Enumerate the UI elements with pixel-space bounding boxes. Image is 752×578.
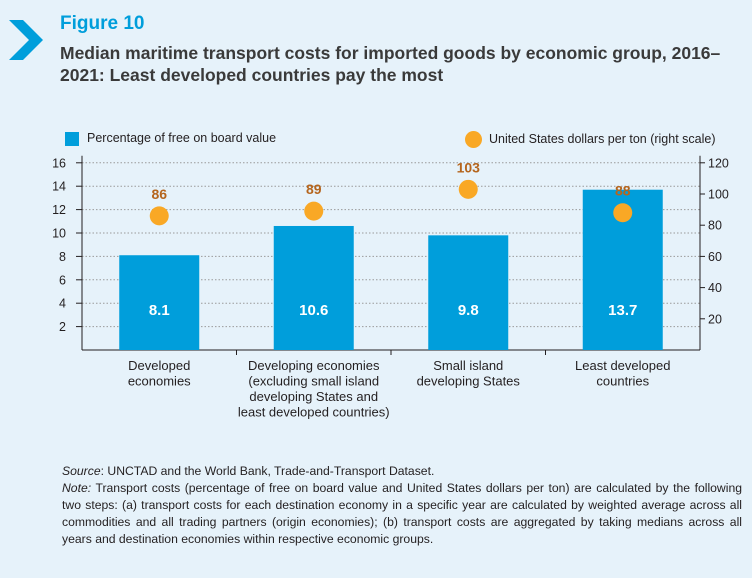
y-left-tick-label: 8: [59, 250, 66, 264]
note-label: Note:: [62, 481, 92, 495]
legend-dot-label: United States dollars per ton (right sca…: [489, 132, 716, 146]
bar-value-label: 9.8: [458, 302, 479, 319]
category-label: developing States: [417, 374, 521, 389]
footer-notes: Source: UNCTAD and the World Bank, Trade…: [62, 463, 742, 548]
source-line: Source: UNCTAD and the World Bank, Trade…: [62, 463, 742, 480]
y-left-tick-label: 14: [52, 180, 66, 194]
y-right-tick-label: 40: [708, 281, 722, 295]
y-left-tick-label: 4: [59, 297, 66, 311]
y-right-tick-label: 80: [708, 219, 722, 233]
dot-value-label: 86: [151, 186, 167, 202]
category-label: Small island: [433, 358, 503, 373]
y-left-tick-label: 16: [52, 156, 66, 170]
category-label: (excluding small island: [248, 374, 379, 389]
category-label: developing States and: [249, 389, 378, 404]
dot-marker: [458, 179, 478, 199]
category-label: Developed: [128, 358, 190, 373]
note-line: Note: Transport costs (percentage of fre…: [62, 480, 742, 548]
y-right-tick-label: 100: [708, 188, 729, 202]
category-label: economies: [128, 374, 191, 389]
dot-value-label: 103: [457, 159, 481, 175]
note-text: Transport costs (percentage of free on b…: [62, 481, 742, 546]
dot-marker: [613, 203, 633, 223]
figure-title: Median maritime transport costs for impo…: [60, 43, 721, 85]
legend-bar-label: Percentage of free on board value: [87, 131, 277, 145]
dot-marker: [149, 206, 169, 226]
y-right-tick-label: 60: [708, 250, 722, 264]
source-label: Source: [62, 464, 101, 478]
bar: [273, 225, 354, 350]
figure-label: Figure 10: [60, 13, 145, 34]
y-left-tick-label: 10: [52, 227, 66, 241]
category-label: Developing economies: [248, 358, 380, 373]
y-right-tick-label: 120: [708, 156, 729, 170]
legend-bar-swatch: [65, 132, 79, 146]
bar-value-label: 13.7: [608, 302, 637, 319]
bar-value-label: 8.1: [149, 302, 170, 319]
dot-value-label: 89: [306, 181, 322, 197]
chevron-right-icon: [9, 20, 43, 60]
category-label: least developed countries): [238, 405, 390, 420]
y-left-tick-label: 12: [52, 203, 66, 217]
y-right-tick-label: 20: [708, 312, 722, 326]
category-label: countries: [596, 374, 649, 389]
bar: [428, 235, 509, 350]
source-text: : UNCTAD and the World Bank, Trade-and-T…: [100, 464, 435, 478]
category-label: Least developed: [575, 358, 670, 373]
dot-value-label: 88: [615, 183, 631, 199]
legend-dot-swatch: [465, 131, 482, 148]
dot-marker: [304, 201, 324, 221]
bar-chart: 2 4 6 8 10 12 14 16 20 40 60 80 100 120 8.1 86 Developed…: [52, 155, 729, 420]
y-left-tick-label: 2: [59, 320, 66, 334]
y-left-tick-label: 6: [59, 273, 66, 287]
bar-value-label: 10.6: [299, 302, 328, 319]
bar: [119, 255, 200, 350]
